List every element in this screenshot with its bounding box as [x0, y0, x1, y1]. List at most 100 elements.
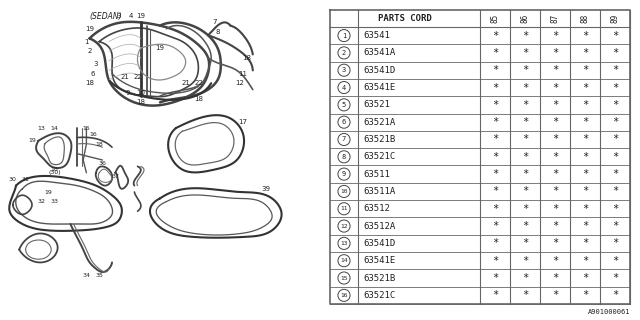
Text: *: *: [522, 134, 528, 145]
Text: 19: 19: [28, 138, 36, 143]
Text: *: *: [492, 83, 498, 92]
Text: 33: 33: [51, 199, 58, 204]
Text: 21: 21: [120, 74, 129, 80]
Text: *: *: [522, 204, 528, 214]
Text: 9: 9: [342, 171, 346, 177]
Text: 63512: 63512: [364, 204, 390, 213]
Text: *: *: [582, 238, 588, 248]
Text: 63541A: 63541A: [364, 48, 396, 57]
Text: (30): (30): [48, 170, 61, 175]
Text: 4: 4: [129, 13, 133, 19]
Text: *: *: [582, 187, 588, 196]
Text: *: *: [492, 238, 498, 248]
Text: 18: 18: [194, 96, 203, 102]
Text: *: *: [552, 169, 558, 179]
Text: 11: 11: [340, 206, 348, 211]
Text: 19: 19: [44, 189, 52, 195]
Text: *: *: [612, 48, 618, 58]
Text: 12: 12: [236, 80, 244, 86]
Text: 7: 7: [342, 137, 346, 142]
Text: *: *: [492, 65, 498, 75]
Text: *: *: [582, 65, 588, 75]
Text: 10: 10: [340, 189, 348, 194]
Text: *: *: [612, 134, 618, 145]
Text: *: *: [552, 256, 558, 266]
Text: 89: 89: [611, 14, 620, 23]
Text: *: *: [582, 204, 588, 214]
Text: *: *: [552, 290, 558, 300]
Text: 34: 34: [83, 273, 90, 278]
Text: 63511: 63511: [364, 170, 390, 179]
Text: *: *: [582, 273, 588, 283]
Text: *: *: [612, 65, 618, 75]
Text: *: *: [522, 221, 528, 231]
Text: 4: 4: [342, 84, 346, 91]
Text: *: *: [612, 100, 618, 110]
Text: 36: 36: [99, 161, 106, 166]
Text: *: *: [492, 256, 498, 266]
Text: *: *: [492, 221, 498, 231]
Text: 18: 18: [242, 55, 251, 60]
Text: 17: 17: [239, 119, 248, 124]
Text: 3: 3: [342, 67, 346, 73]
Text: *: *: [522, 256, 528, 266]
Text: 22: 22: [133, 74, 142, 80]
Text: *: *: [522, 100, 528, 110]
Text: 31: 31: [22, 177, 29, 182]
Text: *: *: [612, 256, 618, 266]
Text: 13: 13: [38, 125, 45, 131]
Text: 85: 85: [490, 14, 500, 23]
Text: *: *: [522, 290, 528, 300]
Text: *: *: [552, 117, 558, 127]
Text: *: *: [492, 204, 498, 214]
Text: *: *: [522, 169, 528, 179]
Text: *: *: [492, 273, 498, 283]
Text: 18: 18: [95, 141, 103, 147]
Text: *: *: [582, 100, 588, 110]
Text: *: *: [552, 273, 558, 283]
Text: 8: 8: [215, 29, 220, 35]
Text: *: *: [492, 100, 498, 110]
Text: 63521A: 63521A: [364, 118, 396, 127]
Text: 63512A: 63512A: [364, 221, 396, 231]
Text: 32: 32: [38, 199, 45, 204]
Text: *: *: [612, 169, 618, 179]
Text: 30: 30: [9, 177, 17, 182]
Text: *: *: [552, 134, 558, 145]
Text: 21: 21: [181, 80, 190, 86]
Text: A901000061: A901000061: [588, 309, 630, 315]
Text: 19: 19: [85, 26, 94, 32]
Text: 37: 37: [111, 173, 119, 179]
Text: 63521: 63521: [364, 100, 390, 109]
Text: 15: 15: [83, 125, 90, 131]
Text: 5: 5: [342, 102, 346, 108]
Text: 14: 14: [51, 125, 58, 131]
Text: 19: 19: [156, 45, 164, 51]
Text: *: *: [522, 238, 528, 248]
Text: 2: 2: [88, 48, 92, 54]
Text: *: *: [552, 83, 558, 92]
Text: *: *: [492, 169, 498, 179]
Text: 11: 11: [239, 71, 248, 76]
Text: *: *: [612, 187, 618, 196]
Text: *: *: [582, 169, 588, 179]
Text: 16: 16: [340, 293, 348, 298]
Text: *: *: [522, 48, 528, 58]
Text: 1: 1: [342, 33, 346, 39]
Text: 63521C: 63521C: [364, 152, 396, 161]
Text: *: *: [522, 187, 528, 196]
Text: 63521B: 63521B: [364, 135, 396, 144]
Text: *: *: [522, 65, 528, 75]
Text: 63541D: 63541D: [364, 239, 396, 248]
Text: *: *: [522, 83, 528, 92]
Text: *: *: [582, 152, 588, 162]
Text: *: *: [552, 204, 558, 214]
Text: *: *: [552, 238, 558, 248]
Text: *: *: [582, 256, 588, 266]
Text: *: *: [582, 221, 588, 231]
Text: 18: 18: [136, 100, 145, 105]
Text: *: *: [492, 290, 498, 300]
Text: 63541E: 63541E: [364, 83, 396, 92]
Text: *: *: [612, 117, 618, 127]
Text: *: *: [582, 83, 588, 92]
